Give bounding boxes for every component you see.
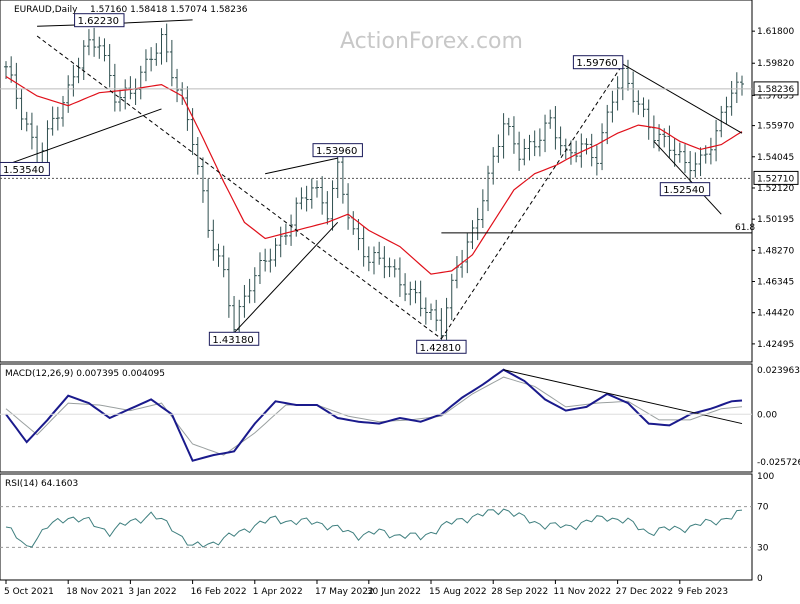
level-price-label: 1.52710 [757, 174, 794, 184]
x-tick-label: 1 Apr 2022 [253, 587, 303, 597]
macd-trend-line [503, 369, 743, 425]
price-annotation: 1.53960 [316, 146, 357, 157]
symbol-label: EURAUD,Daily [14, 5, 78, 15]
price-annotation: 1.42810 [420, 343, 461, 354]
trend-line [5, 108, 162, 166]
price-annotation-box [416, 339, 467, 354]
moving-average-line [5, 75, 743, 275]
x-tick-label: 3 Jan 2022 [128, 587, 176, 597]
price-annotation-box [659, 182, 711, 197]
price-tick-label: 1.61800 [757, 27, 794, 37]
price-tick-label: 1.44420 [757, 309, 794, 319]
x-tick-label: 16 Feb 2022 [191, 587, 247, 597]
price-series-group: 61.8 1.62230 1.53540 1.43180 1.53960 1.42810 1… [0, 13, 755, 354]
x-tick-label: 27 Dec 2022 [616, 587, 674, 597]
x-tick-label: 28 Sep 2022 [491, 587, 548, 597]
rsi-line [5, 508, 743, 548]
rsi-tick-label: 70 [757, 503, 769, 513]
macd-tick-label: 0.023963 [757, 366, 800, 376]
x-tick-label: 30 Jun 2022 [367, 587, 421, 597]
axis-group: 1.61800 1.59820 1.57835 1.55970 1.54045 1.521… [4, 27, 800, 597]
price-annotation: 1.59760 [576, 58, 617, 69]
trend-line [233, 221, 339, 334]
x-tick-label: 9 Feb 2023 [678, 587, 728, 597]
macd-line [5, 368, 743, 462]
price-tick-label: 1.48270 [757, 246, 794, 256]
macd-tick-label: -0.025726 [757, 458, 800, 468]
x-tick-label: 5 Oct 2021 [4, 587, 54, 597]
price-tick-label: 1.55970 [757, 122, 794, 132]
price-annotation-box [312, 143, 363, 158]
x-tick-label: 11 Nov 2022 [553, 587, 611, 597]
price-annotation-box [0, 161, 50, 176]
watermark-text: ActionForex.com [340, 29, 523, 54]
price-annotation-box [572, 55, 624, 70]
price-tick-label: 1.59820 [757, 59, 794, 69]
trend-line [653, 140, 722, 215]
rsi-series-group [0, 506, 752, 548]
price-annotation: 1.53540 [3, 165, 44, 176]
level-price-box [753, 170, 799, 185]
rsi-tick-label: 30 [757, 543, 769, 553]
x-tick-label: 17 May 2022 [315, 587, 374, 597]
macd-tick-label: 0.00 [757, 410, 777, 420]
trend-line [265, 157, 338, 175]
rsi-title: RSI(14) 64.1603 [5, 479, 78, 489]
price-tick-label: 1.52120 [757, 184, 794, 194]
trend-line [622, 63, 743, 134]
macd-signal-line [5, 376, 743, 456]
current-price-box [753, 81, 799, 96]
fib-level-label: 61.8 [735, 223, 755, 233]
price-annotation-box [208, 331, 260, 346]
price-tick-label: 1.46345 [757, 278, 794, 288]
rsi-tick-label: 100 [757, 472, 774, 482]
price-tick-label: 1.57835 [757, 91, 794, 101]
price-annotation: 1.62230 [78, 16, 119, 27]
macd-title: MACD(12,26,9) 0.007395 0.004095 [5, 369, 165, 379]
trend-line [36, 35, 442, 340]
macd-series-group [0, 368, 752, 462]
rsi-panel-frame [0, 473, 753, 581]
trend-line [440, 63, 624, 340]
price-annotation: 1.43180 [212, 335, 253, 346]
price-annotation: 1.52540 [663, 185, 704, 196]
price-tick-label: 1.54045 [757, 153, 794, 163]
current-price-label: 1.58236 [757, 85, 794, 95]
x-tick-label: 15 Aug 2022 [429, 587, 487, 597]
price-annotation-box [74, 13, 125, 28]
x-tick-label: 18 Nov 2021 [66, 587, 124, 597]
rsi-tick-label: 0 [757, 574, 763, 584]
price-tick-label: 1.42495 [757, 340, 794, 350]
macd-panel-frame [0, 363, 753, 473]
price-panel-frame [0, 0, 753, 363]
ohlc-values: 1.57160 1.58418 1.57074 1.58236 [90, 5, 248, 15]
price-tick-label: 1.50195 [757, 215, 794, 225]
